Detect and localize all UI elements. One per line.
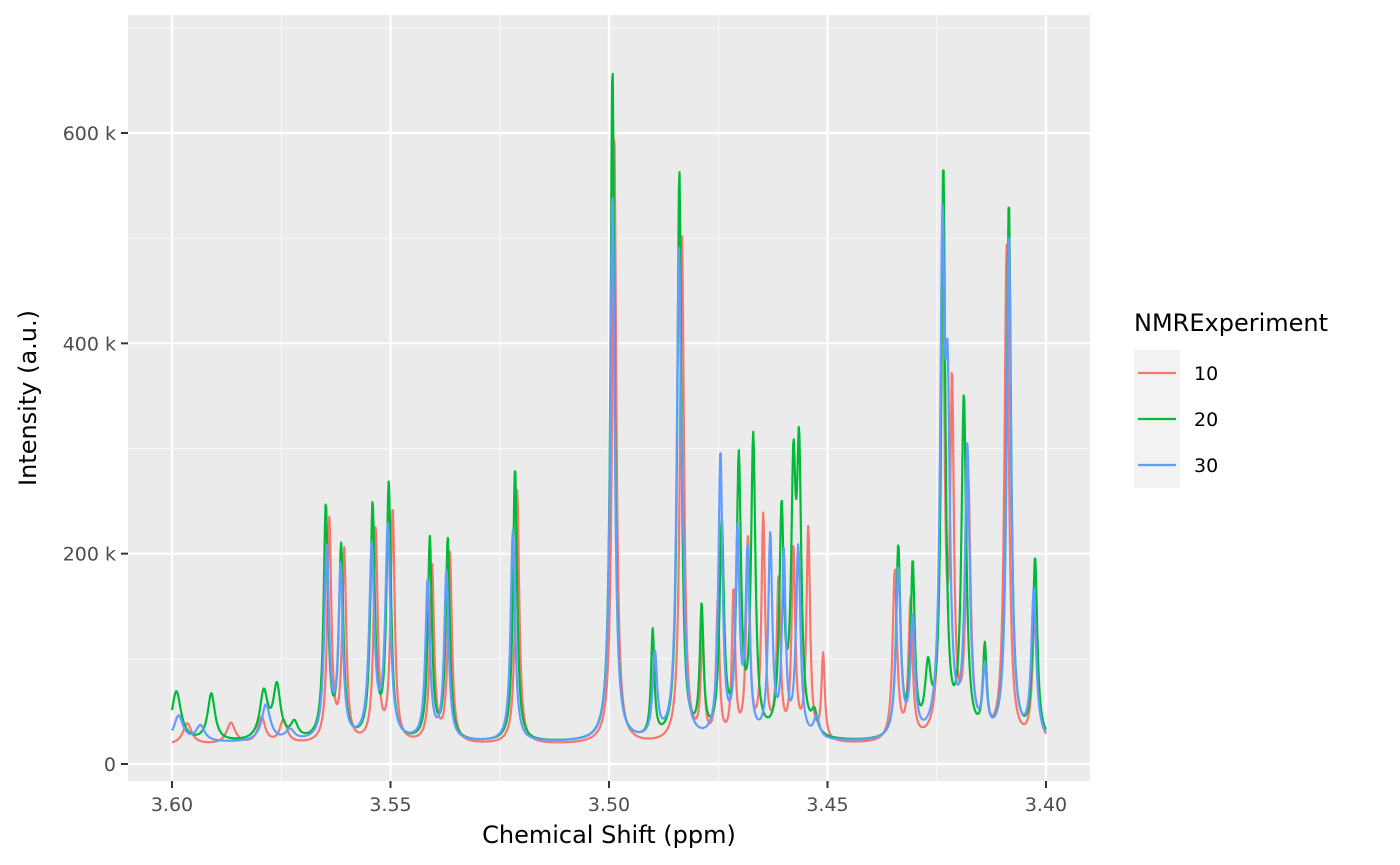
legend-title: NMRExperiment [1134,309,1328,337]
legend-label-30: 30 [1194,455,1218,477]
y-tick-label: 400 k [63,333,116,355]
series-line-30 [171,196,1047,742]
series-line-10 [171,138,1047,744]
x-tick-label: 3.40 [1025,794,1067,816]
y-tick-label: 600 k [63,123,116,145]
y-tick-label: 0 [104,754,116,776]
y-axis-title: Intensity (a.u.) [14,310,42,486]
series-lines [170,72,1047,744]
axes: 3.60 3.55 3.50 3.45 3.40 0 200 k 400 k 600 k [63,123,1067,816]
x-tick-label: 3.60 [151,794,193,816]
x-tick-label: 3.45 [806,794,848,816]
gridlines [128,15,1090,781]
x-tick-label: 3.55 [369,794,411,816]
x-axis-title: Chemical Shift (ppm) [482,821,736,849]
legend: NMRExperiment 10 20 30 [1134,309,1328,488]
x-tick-label: 3.50 [588,794,630,816]
y-tick-label: 200 k [63,544,116,566]
legend-label-10: 10 [1194,363,1218,385]
legend-label-20: 20 [1194,409,1218,431]
